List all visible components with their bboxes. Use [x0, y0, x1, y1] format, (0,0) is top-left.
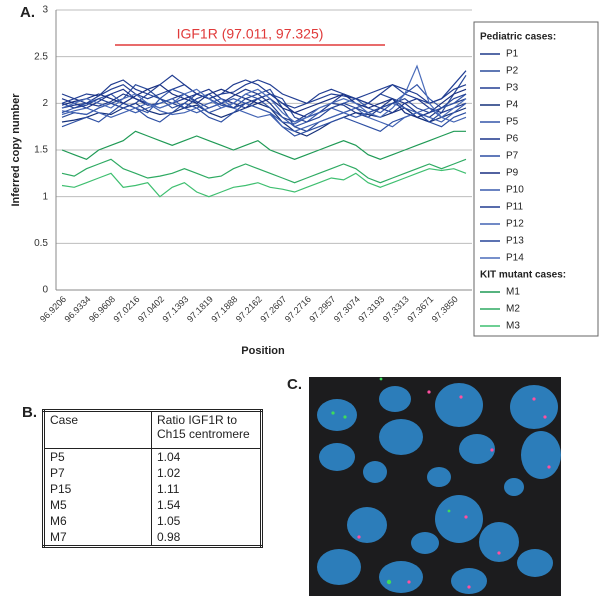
table-cell: 1.54	[157, 498, 181, 512]
x-tick-label: 97.2607	[258, 294, 288, 324]
table-cell: P7	[43, 465, 152, 481]
table-cell: 1.04	[157, 450, 181, 464]
table-row: M6 1.05	[43, 513, 262, 529]
legend-label: P12	[506, 219, 524, 230]
fish-image	[309, 377, 561, 596]
series-line	[61, 98, 467, 132]
table-cell: M5	[43, 497, 152, 513]
x-tick-label: 97.2716	[283, 294, 313, 324]
table-cell: 1.05	[157, 514, 181, 528]
legend-label: P4	[506, 100, 519, 111]
x-tick-label: 97.1819	[185, 294, 215, 324]
x-tick-label: 97.2957	[307, 294, 337, 324]
legend-label: P5	[506, 117, 519, 128]
y-tick-label: 0	[42, 285, 48, 296]
ratio-table: Case Ratio IGF1R to Ch15 centromere P5 1.…	[42, 409, 263, 548]
y-tick-label: 2	[42, 98, 48, 109]
legend-box	[473, 21, 599, 337]
legend-label: P14	[506, 253, 524, 264]
series-line	[61, 168, 467, 198]
series-line	[61, 74, 467, 132]
y-tick-label: 3	[42, 5, 48, 16]
x-tick-label: 97.3313	[381, 294, 411, 324]
y-tick-label: 2.5	[34, 51, 48, 62]
legend-label: P11	[506, 202, 523, 213]
table-cell: M7	[43, 529, 152, 547]
x-tick-label: 97.0216	[111, 294, 141, 324]
legend-label: P6	[506, 134, 519, 145]
table-cell: P15	[43, 481, 152, 497]
x-tick-label: 97.3074	[332, 294, 362, 324]
legend-label: P9	[506, 168, 519, 179]
legend-label: P2	[506, 66, 519, 77]
series-line	[61, 64, 467, 123]
legend-label: P1	[506, 49, 519, 60]
x-tick-label: 96.9334	[62, 294, 92, 324]
legend-group-title: Pediatric cases:	[480, 32, 556, 43]
x-tick-label: 96.9608	[87, 294, 117, 324]
y-tick-label: 1	[42, 191, 48, 202]
table-row: P5 1.04	[43, 448, 262, 465]
table-row: P15 1.11	[43, 481, 262, 497]
x-tick-label: 97.3193	[356, 294, 386, 324]
table-cell: M6	[43, 513, 152, 529]
table-cell: 1.11	[157, 482, 180, 496]
annotation: IGF1R (97.011, 97.325)	[177, 26, 324, 42]
series-line	[61, 158, 467, 184]
x-tick-label: 97.3850	[430, 294, 460, 324]
legend-label: M3	[506, 321, 520, 332]
table-cell: 0.98	[157, 530, 181, 544]
legend-label: P7	[506, 151, 519, 162]
x-tick-label: 97.1393	[160, 294, 190, 324]
series-line	[61, 74, 467, 109]
y-axis-label: Inferred copy number	[10, 93, 22, 207]
table-cell: 1.02	[157, 466, 181, 480]
panel-label: B.	[22, 404, 37, 421]
y-tick-label: 0.5	[34, 238, 48, 249]
x-tick-label: 97.3671	[405, 294, 435, 324]
x-tick-label: 97.0402	[136, 294, 166, 324]
table-cell: P5	[43, 448, 152, 465]
series-line	[61, 70, 467, 104]
panel-label: A.	[20, 4, 35, 21]
x-tick-label: 97.2162	[234, 294, 264, 324]
legend-label: P10	[506, 185, 524, 196]
panel-label: C.	[287, 376, 302, 393]
table-row: M5 1.54	[43, 497, 262, 513]
x-tick-label: 97.1888	[209, 294, 239, 324]
x-axis-label: Position	[241, 345, 285, 357]
legend-label: M2	[506, 304, 520, 315]
legend-group-title: KIT mutant cases:	[480, 270, 566, 281]
header-cell: Case	[43, 410, 152, 449]
table-row: M7 0.98	[43, 529, 262, 547]
line-chart: IGF1R (97.011, 97.325) Position Inferred…	[10, 5, 599, 357]
header-cell: Ratio IGF1R to Ch15 centromere	[151, 410, 262, 449]
legend-label: M1	[506, 287, 520, 298]
series-line	[61, 130, 466, 160]
y-tick-label: 1.5	[34, 145, 48, 156]
x-tick-label: 96.9206	[38, 294, 68, 324]
table-header: Case Ratio IGF1R to Ch15 centromere	[43, 410, 262, 449]
legend-label: P3	[506, 83, 519, 94]
legend-label: P13	[506, 236, 524, 247]
table-row: P7 1.02	[43, 465, 262, 481]
